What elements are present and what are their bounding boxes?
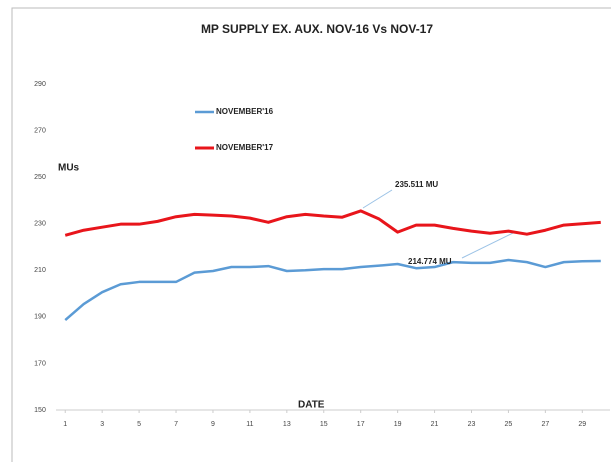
x-tick-label: 29: [578, 421, 586, 428]
annotation: 235.511 MU: [395, 180, 438, 189]
x-tick-label: 1: [63, 421, 67, 428]
y-tick-label: 190: [34, 314, 46, 321]
x-tick-label: 13: [283, 421, 291, 428]
legend-label: NOVEMBER'16: [216, 107, 274, 116]
y-tick-label: 270: [34, 127, 46, 134]
x-tick-label: 9: [211, 421, 215, 428]
chart-frame: [11, 7, 611, 462]
x-tick-label: 15: [320, 421, 328, 428]
y-axis-label: MUs: [58, 163, 80, 174]
y-tick-label: 150: [34, 407, 46, 414]
annotation: 214.774 MU: [408, 257, 452, 266]
x-tick-label: 23: [468, 421, 476, 428]
x-axis-label: DATE: [298, 400, 325, 411]
x-tick-label: 11: [246, 421, 253, 428]
y-tick-label: 250: [34, 174, 46, 181]
annotation-arrow: [362, 189, 393, 209]
y-tick-label: 210: [34, 267, 46, 274]
x-tick-label: 21: [431, 421, 439, 428]
x-tick-label: 27: [541, 421, 549, 428]
series-line: [64, 258, 601, 322]
y-tick-label: 290: [34, 81, 46, 88]
legend-label: NOVEMBER'17: [216, 143, 274, 152]
x-tick-label: 25: [505, 421, 513, 428]
series-line: [64, 209, 601, 237]
y-tick-label: 230: [34, 221, 46, 228]
x-tick-label: 3: [100, 421, 104, 428]
chart-title: MP SUPPLY EX. AUX. NOV-16 Vs NOV-17: [201, 22, 433, 36]
x-tick-label: 17: [357, 421, 365, 428]
x-tick-label: 7: [174, 421, 178, 428]
x-tick-label: 5: [137, 421, 141, 428]
annotation-arrow: [461, 231, 516, 259]
x-tick-label: 19: [394, 421, 402, 428]
y-tick-label: 170: [34, 360, 46, 367]
